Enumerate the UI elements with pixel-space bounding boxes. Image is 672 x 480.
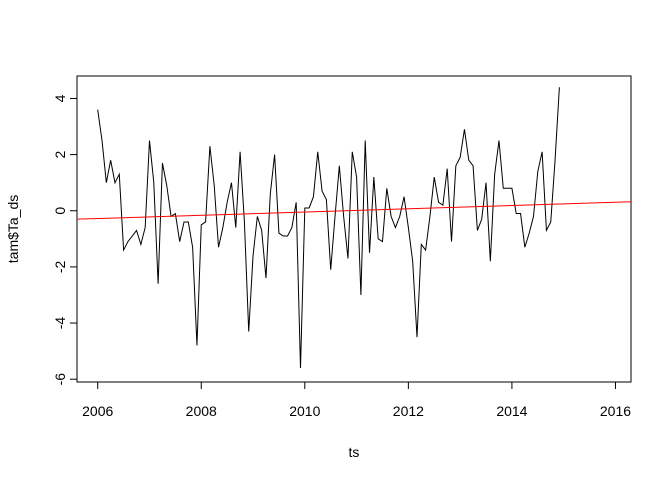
y-tick-label: 4: [52, 94, 68, 102]
y-tick-label: 0: [52, 207, 68, 215]
x-tick-label: 2006: [82, 403, 113, 419]
y-axis-label: tam$Ta_ds: [5, 195, 21, 263]
x-tick-label: 2014: [496, 403, 527, 419]
trend-line: [76, 201, 632, 220]
x-tick-label: 2008: [186, 403, 217, 419]
y-tick-label: -2: [52, 260, 68, 273]
series-layer: [76, 87, 632, 368]
series-line: [97, 87, 560, 368]
x-axis: 2006 2008 2010 2012 2014 2016: [82, 381, 631, 419]
y-tick-label: 2: [52, 151, 68, 159]
y-axis: -6 -4 -2 0 2 4: [52, 94, 78, 386]
y-tick-label: -6: [52, 373, 68, 386]
x-tick-label: 2016: [600, 403, 631, 419]
x-tick-label: 2010: [289, 403, 320, 419]
x-tick-label: 2012: [393, 403, 424, 419]
y-tick-label: -4: [52, 317, 68, 330]
x-axis-label: ts: [349, 444, 360, 460]
